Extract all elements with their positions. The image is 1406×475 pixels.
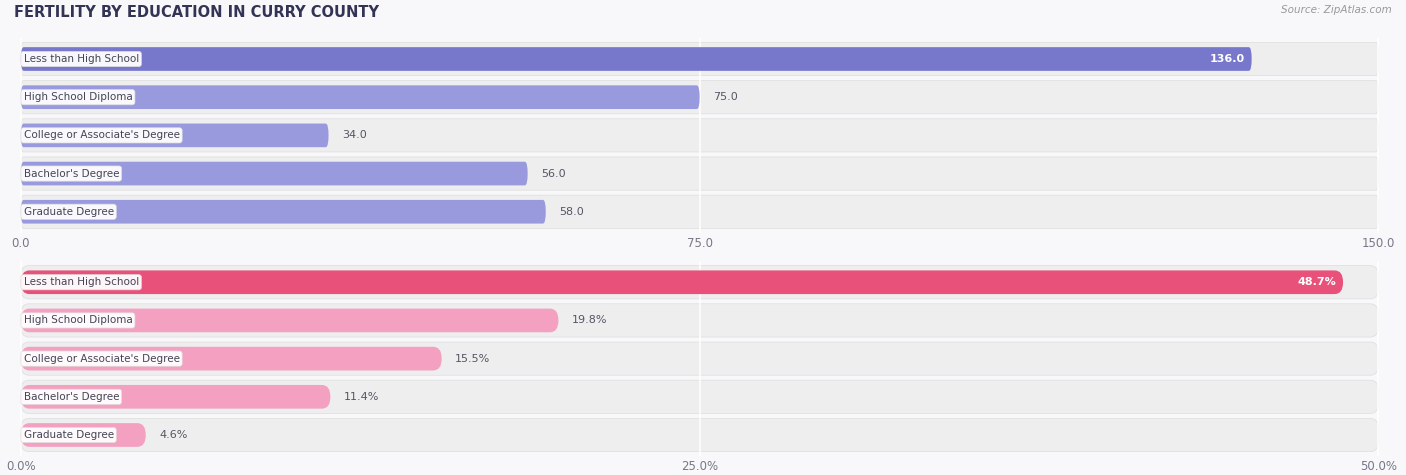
FancyBboxPatch shape (21, 385, 330, 408)
Text: 136.0: 136.0 (1209, 54, 1244, 64)
Text: College or Associate's Degree: College or Associate's Degree (24, 130, 180, 141)
FancyBboxPatch shape (21, 195, 1378, 228)
Text: High School Diploma: High School Diploma (24, 315, 132, 325)
FancyBboxPatch shape (21, 200, 546, 224)
Text: Bachelor's Degree: Bachelor's Degree (24, 392, 120, 402)
Text: Less than High School: Less than High School (24, 54, 139, 64)
FancyBboxPatch shape (21, 162, 527, 185)
Text: 34.0: 34.0 (342, 130, 367, 141)
Text: Less than High School: Less than High School (24, 277, 139, 287)
FancyBboxPatch shape (21, 266, 1379, 299)
FancyBboxPatch shape (21, 423, 146, 447)
FancyBboxPatch shape (21, 342, 1379, 375)
Text: High School Diploma: High School Diploma (24, 92, 132, 102)
FancyBboxPatch shape (21, 86, 700, 109)
FancyBboxPatch shape (21, 270, 1343, 294)
Text: 56.0: 56.0 (541, 169, 565, 179)
FancyBboxPatch shape (21, 347, 441, 370)
Text: 4.6%: 4.6% (159, 430, 187, 440)
FancyBboxPatch shape (21, 124, 329, 147)
FancyBboxPatch shape (21, 157, 1378, 190)
Text: 11.4%: 11.4% (344, 392, 380, 402)
FancyBboxPatch shape (21, 119, 1378, 152)
Text: Source: ZipAtlas.com: Source: ZipAtlas.com (1281, 5, 1392, 15)
Text: 48.7%: 48.7% (1298, 277, 1336, 287)
Text: Graduate Degree: Graduate Degree (24, 207, 114, 217)
Text: 75.0: 75.0 (713, 92, 738, 102)
Text: Graduate Degree: Graduate Degree (24, 430, 114, 440)
Text: Bachelor's Degree: Bachelor's Degree (24, 169, 120, 179)
FancyBboxPatch shape (21, 42, 1378, 76)
FancyBboxPatch shape (21, 304, 1379, 337)
FancyBboxPatch shape (21, 309, 558, 332)
FancyBboxPatch shape (21, 47, 1251, 71)
FancyBboxPatch shape (21, 418, 1379, 452)
FancyBboxPatch shape (21, 81, 1378, 114)
Text: 58.0: 58.0 (560, 207, 583, 217)
Text: College or Associate's Degree: College or Associate's Degree (24, 353, 180, 364)
FancyBboxPatch shape (21, 380, 1379, 413)
Text: FERTILITY BY EDUCATION IN CURRY COUNTY: FERTILITY BY EDUCATION IN CURRY COUNTY (14, 5, 380, 20)
Text: 19.8%: 19.8% (572, 315, 607, 325)
Text: 15.5%: 15.5% (456, 353, 491, 364)
